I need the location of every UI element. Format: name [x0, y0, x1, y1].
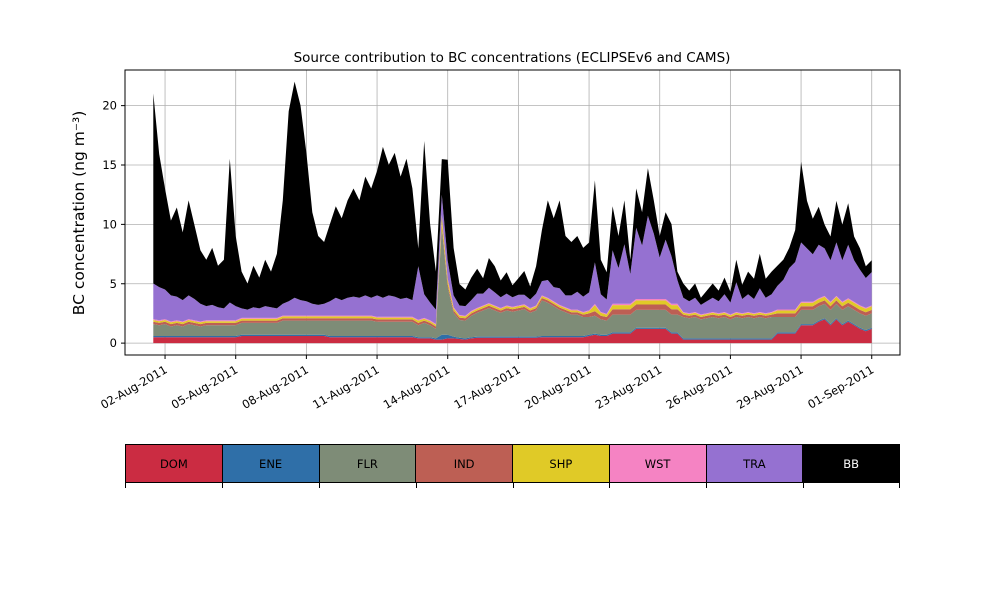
- legend-boundary-tick: [125, 483, 126, 488]
- legend-cell-ene: ENE: [222, 445, 320, 482]
- legend-row: DOM ENE FLR IND SHP WST TRA BB: [125, 444, 900, 483]
- area-dom: [153, 319, 872, 344]
- bc-stacked-area-chart: 02-Aug-2011 05-Aug-2011 08-Aug-2011 11-Aug-…: [70, 50, 901, 412]
- x-tick-label: 02-Aug-2011: [98, 362, 169, 411]
- legend-boundary-tick: [803, 483, 805, 488]
- plot-area: 02-Aug-2011 05-Aug-2011 08-Aug-2011 11-Aug-…: [98, 69, 901, 412]
- legend-cell-bb: BB: [803, 445, 899, 482]
- legend: DOM ENE FLR IND SHP WST TRA BB: [125, 444, 900, 490]
- y-tick-label: 5: [110, 277, 117, 291]
- x-tick-label: 01-Sep-2011: [805, 362, 876, 411]
- x-tick-label: 20-Aug-2011: [522, 362, 593, 411]
- area-tra: [153, 194, 872, 324]
- area-flr: [153, 227, 872, 339]
- x-tick-label: 23-Aug-2011: [593, 362, 664, 411]
- x-tick-label: 17-Aug-2011: [451, 362, 522, 411]
- x-tick-label: 26-Aug-2011: [663, 362, 734, 411]
- legend-cell-flr: FLR: [319, 445, 417, 482]
- stacked-areas: [153, 81, 872, 344]
- x-tick-label: 29-Aug-2011: [734, 362, 805, 411]
- y-tick-label: 15: [102, 158, 117, 172]
- legend-boundary-tick: [899, 483, 900, 488]
- y-tick-label: 20: [102, 99, 117, 113]
- legend-ticks: [125, 483, 900, 490]
- y-axis-label: BC concentration (ng m⁻³): [70, 111, 88, 316]
- y-tick-label: 0: [110, 336, 117, 350]
- x-tick-label: 05-Aug-2011: [169, 362, 240, 411]
- legend-cell-ind: IND: [416, 445, 513, 482]
- legend-boundary-tick: [706, 483, 708, 488]
- x-axis: 02-Aug-2011 05-Aug-2011 08-Aug-2011 11-Aug-…: [98, 355, 876, 412]
- area-bb: [153, 81, 872, 310]
- legend-cell-tra: TRA: [706, 445, 804, 482]
- legend-boundary-tick: [609, 483, 611, 488]
- legend-boundary-tick: [512, 483, 514, 488]
- legend-cell-shp: SHP: [513, 445, 610, 482]
- legend-cell-wst: WST: [609, 445, 707, 482]
- legend-boundary-tick: [415, 483, 417, 488]
- axes-frame: [124, 69, 901, 356]
- legend-boundary-tick: [318, 483, 320, 488]
- chart-title: Source contribution to BC concentrations…: [294, 50, 731, 66]
- y-tick-label: 10: [102, 217, 117, 231]
- x-tick-label: 14-Aug-2011: [381, 362, 452, 411]
- y-axis: 0 5 10 15 20: [102, 99, 125, 350]
- x-tick-label: 08-Aug-2011: [239, 362, 310, 411]
- legend-boundary-tick: [221, 483, 223, 488]
- legend-cell-dom: DOM: [126, 445, 223, 482]
- x-tick-label: 11-Aug-2011: [310, 362, 381, 411]
